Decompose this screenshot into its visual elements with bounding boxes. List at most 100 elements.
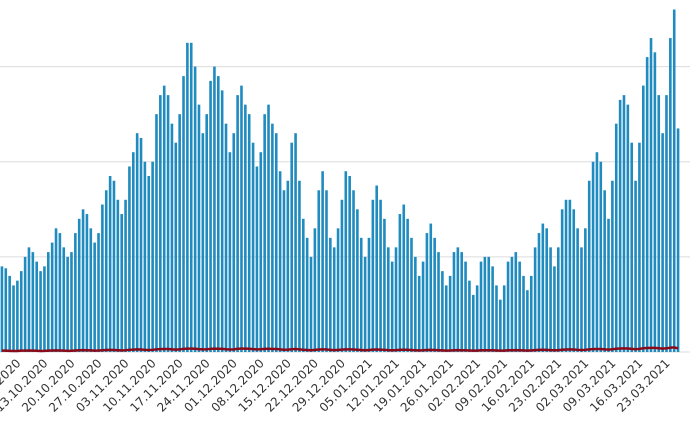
bar xyxy=(93,242,96,352)
bar xyxy=(595,152,599,352)
bar xyxy=(560,209,564,352)
bar xyxy=(421,261,425,352)
bar xyxy=(186,42,189,352)
bar xyxy=(444,285,448,352)
bar xyxy=(394,247,398,352)
bar xyxy=(336,228,340,352)
bar xyxy=(0,266,4,352)
bar xyxy=(641,85,645,353)
bar xyxy=(70,252,73,352)
bar xyxy=(537,233,541,352)
bar xyxy=(282,190,286,352)
bar xyxy=(452,252,456,352)
bar xyxy=(46,252,50,352)
bar xyxy=(197,104,201,352)
bar xyxy=(236,95,239,352)
bar xyxy=(475,285,479,352)
bar xyxy=(178,114,181,352)
bar xyxy=(414,256,417,352)
bar xyxy=(614,123,618,352)
bar xyxy=(402,204,406,352)
bar xyxy=(4,268,8,352)
bar xyxy=(502,285,506,352)
bar xyxy=(263,114,266,352)
bar xyxy=(305,237,309,352)
bar xyxy=(630,142,634,352)
bar xyxy=(124,199,127,352)
bar xyxy=(19,271,23,352)
bar xyxy=(27,247,31,352)
bar xyxy=(626,104,630,352)
bar xyxy=(483,256,487,352)
bar xyxy=(584,228,587,352)
bar xyxy=(232,133,236,352)
bar xyxy=(174,142,178,352)
bar xyxy=(607,218,610,352)
bar xyxy=(62,247,66,352)
bar xyxy=(16,280,19,352)
bar xyxy=(572,209,576,352)
bar xyxy=(255,166,259,352)
bar xyxy=(669,38,672,353)
bar xyxy=(278,171,282,352)
bar xyxy=(499,299,502,352)
bar xyxy=(622,95,626,352)
bar xyxy=(464,261,467,352)
bar xyxy=(661,133,664,352)
bar xyxy=(74,233,77,352)
bar xyxy=(657,95,661,352)
bar xyxy=(518,261,521,352)
bar xyxy=(12,285,15,352)
bar xyxy=(556,247,560,352)
bar xyxy=(290,142,294,352)
bar xyxy=(356,209,359,352)
bar xyxy=(529,275,533,352)
bar xyxy=(383,218,386,352)
bar xyxy=(386,247,390,352)
bar xyxy=(618,99,622,352)
bar xyxy=(406,218,409,352)
bar xyxy=(298,180,301,352)
bar xyxy=(665,95,668,352)
bar xyxy=(54,228,58,352)
bar xyxy=(147,176,151,352)
bar xyxy=(170,123,174,352)
bar xyxy=(97,233,100,352)
bar xyxy=(495,285,498,352)
bar xyxy=(31,252,35,352)
bar xyxy=(294,133,297,352)
bar xyxy=(576,228,579,352)
bar xyxy=(545,228,549,352)
bar xyxy=(35,261,39,352)
bar xyxy=(66,256,69,352)
bar xyxy=(131,152,135,352)
bar xyxy=(205,114,209,352)
bar xyxy=(549,247,552,352)
line xyxy=(1,346,679,353)
bar xyxy=(317,190,321,352)
bar xyxy=(39,271,42,352)
bar xyxy=(456,247,460,352)
bar xyxy=(506,261,510,352)
bar xyxy=(448,275,452,352)
bar xyxy=(599,161,603,352)
bar xyxy=(81,209,85,352)
bar xyxy=(379,199,382,352)
bar xyxy=(224,123,228,352)
bar xyxy=(367,237,371,352)
bar xyxy=(348,176,351,352)
bar xyxy=(23,256,27,352)
bar xyxy=(526,290,529,352)
bar xyxy=(510,256,514,352)
bar xyxy=(568,199,572,352)
bar xyxy=(332,247,336,352)
bar xyxy=(135,133,139,352)
bar xyxy=(267,104,270,352)
bar xyxy=(228,152,232,352)
bar xyxy=(487,256,491,352)
bar xyxy=(108,176,112,352)
bar xyxy=(50,242,54,352)
bar xyxy=(441,271,444,352)
bar xyxy=(479,261,483,352)
